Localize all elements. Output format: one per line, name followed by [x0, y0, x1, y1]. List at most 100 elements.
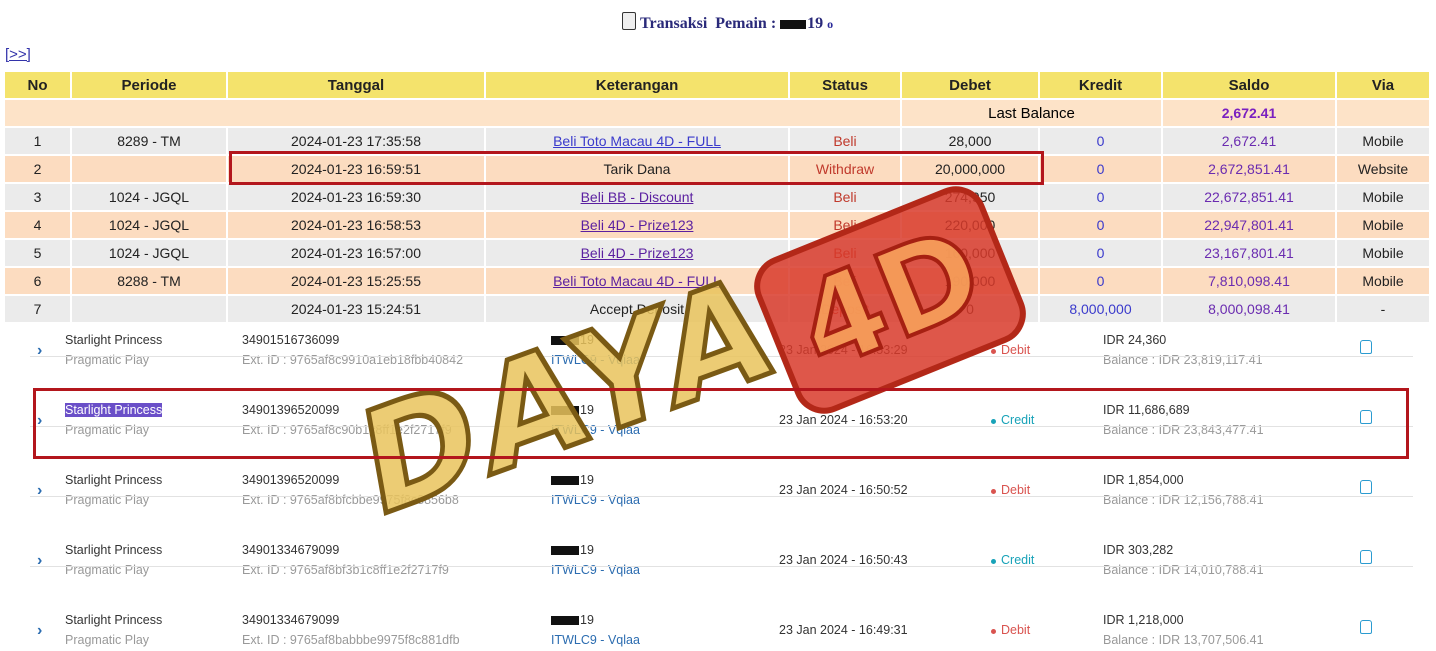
page-title: Transaksi Pemain : 19 o — [640, 15, 834, 32]
row-no: 2 — [33, 161, 42, 177]
keterangan-cell: Beli BB - Discount — [486, 184, 790, 212]
column-header: Saldo — [1163, 72, 1337, 100]
debet-cell: 20,000,000 — [902, 156, 1040, 184]
expand-arrow[interactable]: › — [37, 482, 43, 499]
column-header: Kredit — [1040, 72, 1163, 100]
kredit: 0 — [1096, 133, 1105, 149]
row-separator — [30, 426, 1413, 427]
time: 23 Jan 2024 - 16:53:29 — [779, 343, 908, 357]
periode: 1024 - JGQL — [108, 217, 190, 233]
tanggal-cell: 2024-01-23 17:35:58 — [228, 128, 486, 156]
expand-arrow[interactable]: › — [37, 412, 43, 429]
column-header: Debet — [902, 72, 1040, 100]
thumb-icon[interactable] — [1360, 410, 1372, 424]
keterangan: Tarik Dana — [603, 161, 671, 177]
title-user: 19 — [807, 15, 824, 32]
thumb-icon[interactable] — [1360, 480, 1372, 494]
saldo: 7,810,098.41 — [1208, 273, 1290, 289]
expand-arrow[interactable]: › — [37, 552, 43, 569]
keterangan[interactable]: Beli 4D - Prize123 — [580, 217, 694, 233]
status-cell: Withdraw — [790, 156, 902, 184]
time: 23 Jan 2024 - 16:53:20 — [779, 413, 908, 427]
status-cell: Beli — [790, 268, 902, 296]
tanggal-cell: 2024-01-23 16:58:53 — [228, 212, 486, 240]
keterangan[interactable]: Beli Toto Macau 4D - FULL — [553, 133, 721, 149]
time: 23 Jan 2024 - 16:50:43 — [779, 553, 908, 567]
round-id: 34901334679099 — [242, 613, 340, 627]
saldo: 2,672.41 — [1221, 133, 1277, 149]
next-link[interactable]: [>>] — [5, 46, 31, 63]
redaction — [551, 406, 579, 416]
status-cell: Beli — [790, 184, 902, 212]
keterangan-cell: Accept Deposit — [486, 296, 790, 324]
amount: IDR 1,854,000 — [1103, 473, 1184, 487]
via: Mobile — [1362, 133, 1404, 149]
keterangan[interactable]: Beli 4D - Prize123 — [580, 245, 694, 261]
saldo-cell: 7,810,098.41 — [1163, 268, 1337, 296]
time: 23 Jan 2024 - 16:49:31 — [779, 623, 908, 637]
expand-arrow[interactable]: › — [37, 342, 43, 359]
via: Mobile — [1362, 217, 1404, 233]
periode-cell — [72, 156, 228, 184]
title-icon — [622, 12, 636, 30]
type: Debit — [1001, 343, 1031, 357]
status: Deposit — [821, 301, 869, 317]
saldo-cell: 22,947,801.41 — [1163, 212, 1337, 240]
periode: 1024 - JGQL — [108, 189, 190, 205]
row-separator — [30, 356, 1413, 357]
expand-arrow[interactable]: › — [37, 622, 43, 639]
row-separator — [30, 566, 1413, 567]
via: Mobile — [1362, 189, 1404, 205]
player-name: 19 — [580, 613, 594, 627]
player-name: 19 — [580, 543, 594, 557]
game: Starlight Princess — [65, 613, 163, 627]
balance: Balance : IDR 13,707,506.41 — [1103, 633, 1264, 647]
redaction — [551, 336, 579, 346]
player-name: 19 — [580, 333, 594, 347]
saldo: 22,947,801.41 — [1204, 217, 1294, 233]
keterangan[interactable]: Beli Toto Macau 4D - FULL — [553, 273, 721, 289]
debet: 0 — [966, 301, 974, 317]
row-no: 5 — [33, 245, 42, 261]
thumb-icon[interactable] — [1360, 620, 1372, 634]
player: 19 — [551, 613, 594, 627]
debet: 220,000 — [944, 217, 996, 233]
debet-cell: 190,000 — [902, 268, 1040, 296]
player: 19 — [551, 403, 594, 417]
row-no-cell: 7 — [5, 296, 72, 324]
saldo: 22,672,851.41 — [1204, 189, 1294, 205]
kredit-cell: 0 — [1040, 212, 1163, 240]
status-cell: Beli — [790, 212, 902, 240]
saldo: 8,000,098.41 — [1208, 301, 1290, 317]
tanggal: 2024-01-23 15:24:51 — [291, 301, 421, 317]
keterangan[interactable]: Beli BB - Discount — [580, 189, 694, 205]
tanggal-cell: 2024-01-23 16:59:30 — [228, 184, 486, 212]
kredit: 0 — [1096, 161, 1105, 177]
periode-cell: 1024 - JGQL — [72, 240, 228, 268]
via-cell: Mobile — [1337, 240, 1431, 268]
keterangan: Accept Deposit — [589, 301, 685, 317]
keterangan-cell: Beli 4D - Prize123 — [486, 240, 790, 268]
agent: ITWLC9 - Vqlaa — [551, 633, 640, 647]
periode: 8289 - TM — [117, 133, 181, 149]
status: Beli — [833, 189, 857, 205]
thumb-icon[interactable] — [1360, 340, 1372, 354]
status: Beli — [833, 133, 857, 149]
redaction — [780, 19, 807, 29]
via-cell: - — [1337, 296, 1431, 324]
periode-cell: 8288 - TM — [72, 268, 228, 296]
via-cell: Mobile — [1337, 212, 1431, 240]
periode: 1024 - JGQL — [108, 245, 190, 261]
kredit: 0 — [1096, 245, 1105, 261]
column-header: Status — [790, 72, 902, 100]
player: 19 — [551, 473, 594, 487]
kredit-cell: 0 — [1040, 240, 1163, 268]
tanggal-cell: 2024-01-23 16:57:00 — [228, 240, 486, 268]
game: Starlight Princess — [65, 403, 163, 417]
type-dot — [991, 559, 996, 564]
type: Credit — [1001, 413, 1035, 427]
via: Mobile — [1362, 273, 1404, 289]
thumb-icon[interactable] — [1360, 550, 1372, 564]
status: Beli — [833, 273, 857, 289]
